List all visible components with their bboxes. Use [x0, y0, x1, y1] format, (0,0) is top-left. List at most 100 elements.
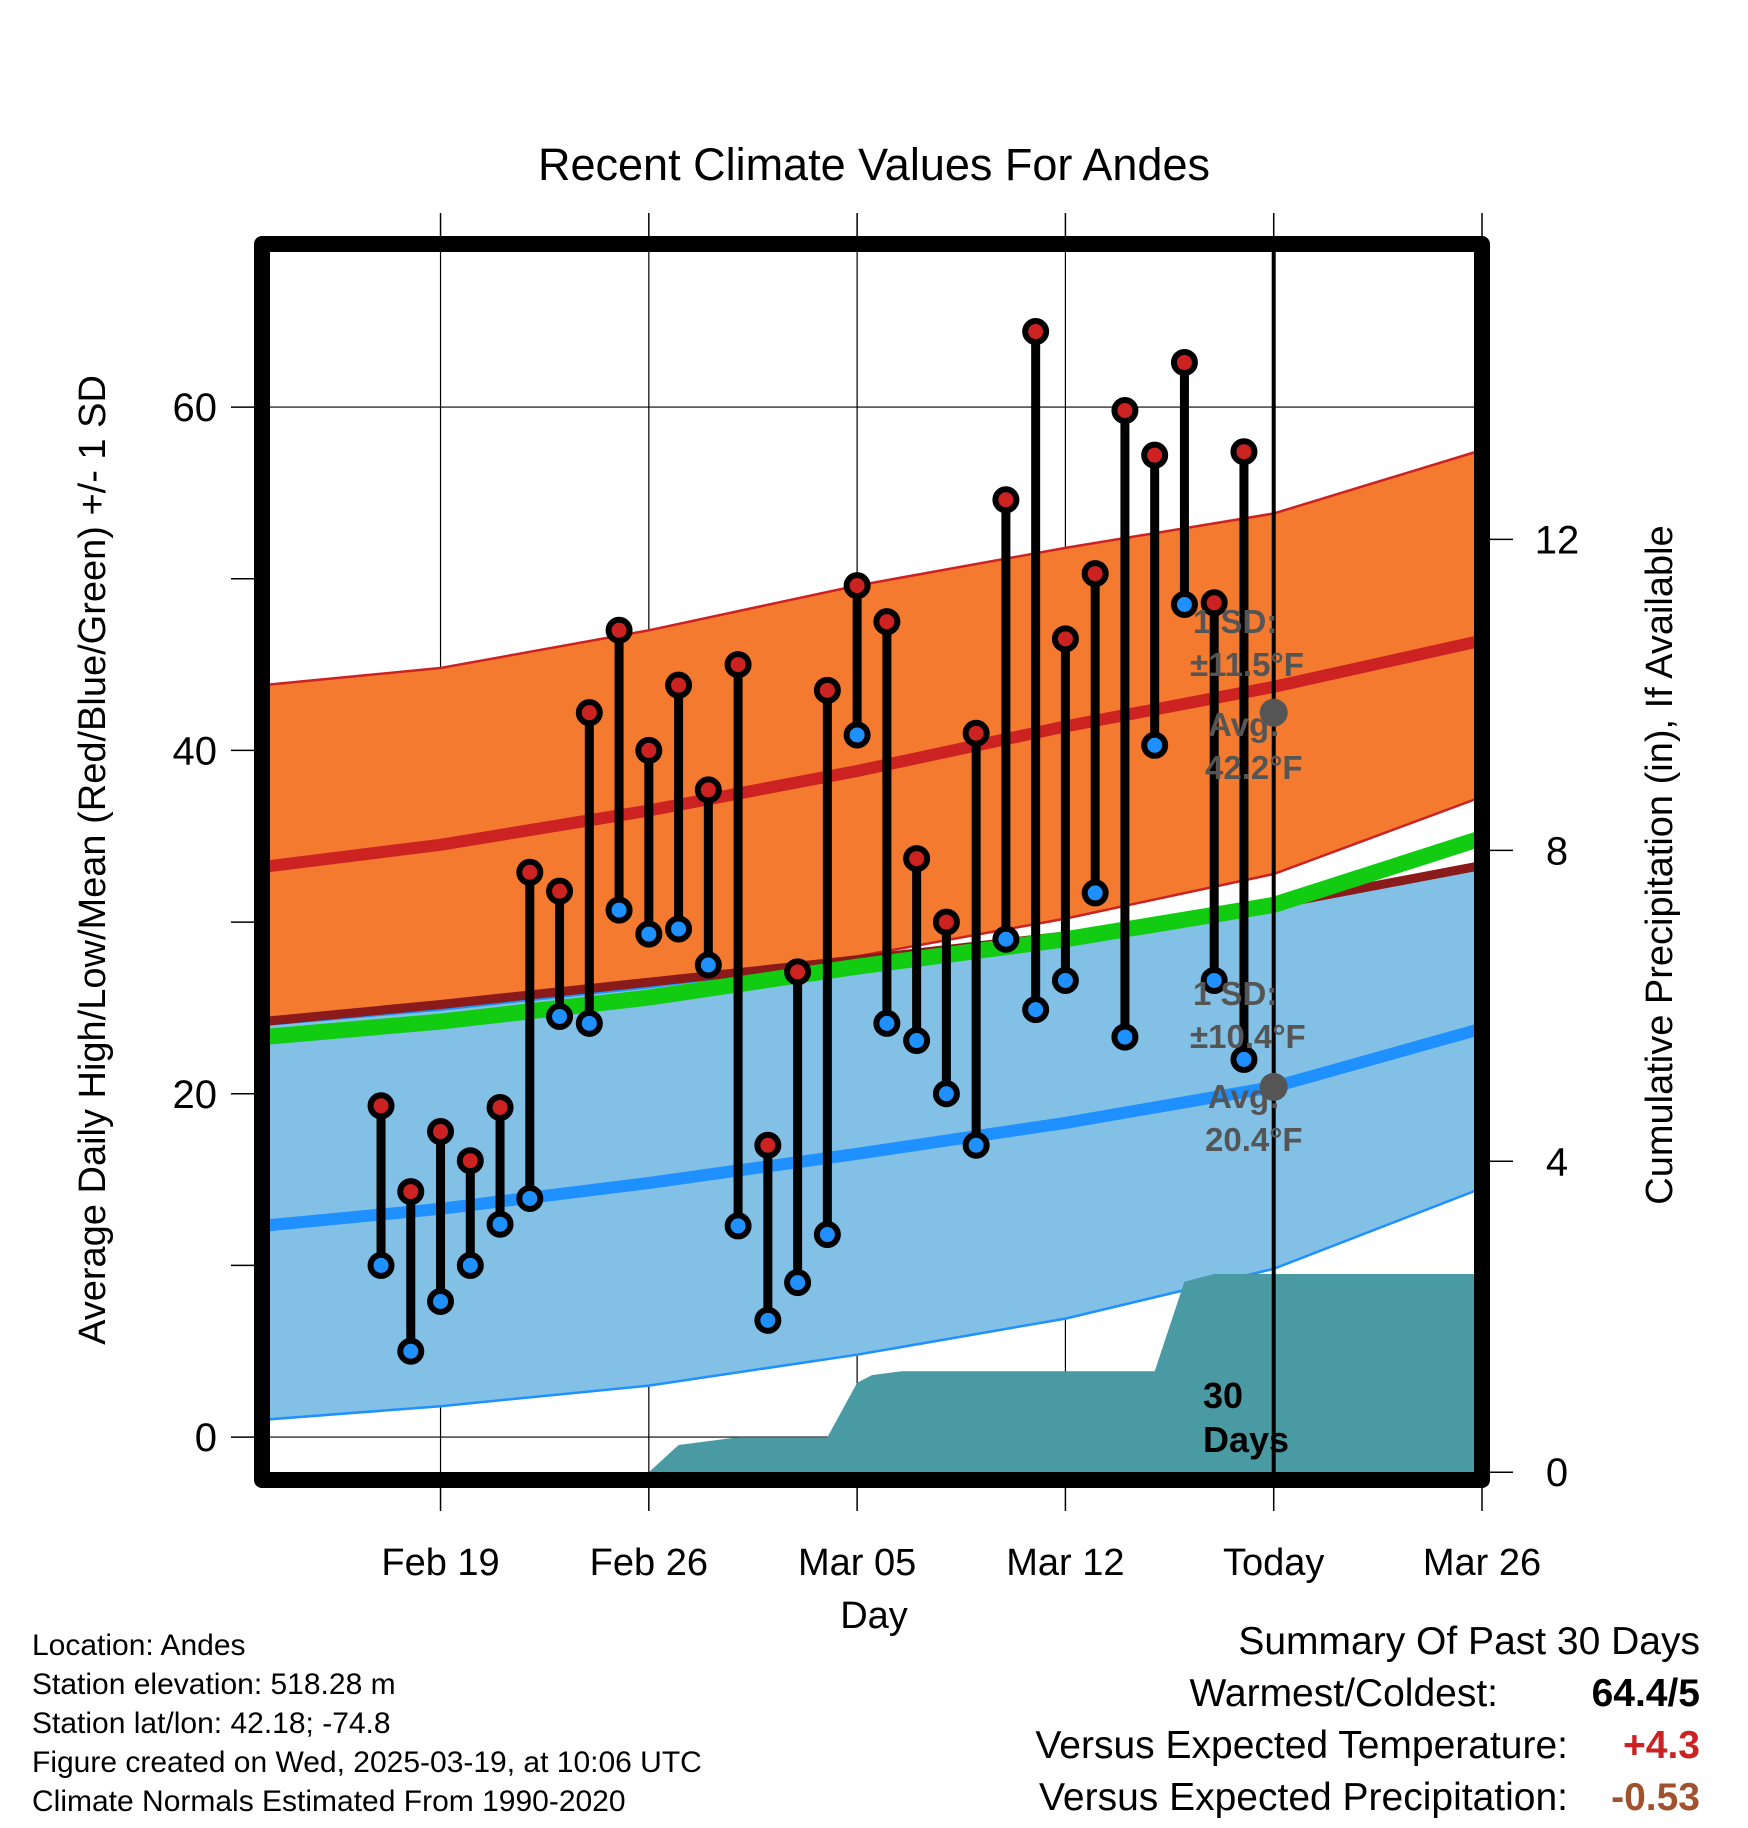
daily-low-point	[813, 1221, 841, 1249]
high-avg-value: 42.2°F	[1205, 749, 1303, 786]
daily-low-point	[932, 1080, 960, 1108]
summary-title: Summary Of Past 30 Days	[1238, 1620, 1700, 1663]
summary-precip-value: -0.53	[1611, 1776, 1700, 1819]
low-sd-value: ±10.4°F	[1190, 1018, 1306, 1055]
daily-low-point	[1022, 996, 1050, 1024]
daily-low-point	[962, 1131, 990, 1159]
summary-warmest-label: Warmest/Coldest:	[1189, 1672, 1498, 1715]
chart-title: Recent Climate Values For Andes	[538, 139, 1210, 190]
daily-low-point	[367, 1251, 395, 1279]
daily-low-point	[1051, 966, 1079, 994]
daily-low-point	[605, 896, 633, 924]
daily-low-point	[1170, 591, 1198, 618]
high-sd-label: 1 SD:	[1193, 603, 1277, 640]
daily-low-point	[546, 1003, 574, 1030]
daily-high-point	[903, 845, 931, 873]
footer-created: Figure created on Wed, 2025-03-19, at 10…	[32, 1746, 702, 1779]
plot-frame	[254, 236, 1490, 1488]
daily-low-point	[397, 1337, 425, 1365]
x-tick-label: Mar 05	[798, 1542, 916, 1584]
daily-high-point	[546, 877, 574, 905]
daily-high-point	[813, 676, 841, 704]
daily-high-point	[1051, 625, 1079, 653]
daily-low-point	[486, 1210, 514, 1238]
low-avg-label: Avg:	[1208, 1078, 1280, 1115]
low-sd-label: 1 SD:	[1193, 975, 1277, 1012]
daily-low-point	[1230, 1045, 1258, 1073]
today-days-label: Days	[1203, 1419, 1289, 1460]
daily-high-point	[486, 1093, 514, 1121]
daily-high-point	[1022, 318, 1050, 346]
daily-high-point	[367, 1092, 395, 1120]
daily-high-point	[843, 572, 871, 600]
high-sd-value: ±11.5°F	[1190, 646, 1304, 683]
y-tick-label: 0	[195, 1416, 217, 1460]
daily-high-point	[932, 908, 960, 936]
summary-temp-label: Versus Expected Temperature:	[1035, 1724, 1568, 1767]
daily-high-point	[427, 1118, 455, 1146]
axes: Feb 19 Feb 26 Mar 05 Mar 12 Today Mar 2602040…	[173, 213, 1579, 1584]
daily-high-point	[1170, 348, 1198, 376]
y-tick-label: 20	[173, 1073, 218, 1117]
x-tick-label: Mar 26	[1423, 1542, 1541, 1584]
daily-high-point	[665, 671, 693, 699]
daily-low-point	[427, 1287, 455, 1315]
daily-high-point	[1141, 441, 1169, 469]
y-tick-label: 60	[173, 386, 218, 430]
daily-high-point	[754, 1131, 782, 1159]
plot-area: 1 SD: ±11.5°F Avg: 42.2°F 1 SD: ±10.4°F Avg: 20…	[260, 244, 1485, 1480]
footer-latlon: Station lat/lon: 42.18; -74.8	[32, 1707, 391, 1740]
daily-high-point	[724, 651, 752, 679]
y2-tick-label: 4	[1546, 1140, 1568, 1184]
daily-low-point	[784, 1269, 812, 1297]
x-tick-label: Feb 26	[590, 1542, 708, 1584]
footer-normals: Climate Normals Estimated From 1990-2020	[32, 1785, 626, 1818]
daily-high-point	[1230, 438, 1258, 466]
footer-location: Location: Andes	[32, 1629, 246, 1662]
x-tick-label: Feb 19	[381, 1542, 499, 1584]
x-tick-label: Mar 12	[1006, 1542, 1124, 1584]
daily-low-point	[694, 951, 722, 979]
daily-low-point	[843, 721, 871, 749]
y2-axis-label: Cumulative Precipitation (in), If Availa…	[1639, 525, 1681, 1204]
summary-precip-label: Versus Expected Precipitation:	[1039, 1776, 1568, 1819]
today-low-avg-marker	[1259, 1072, 1288, 1101]
daily-low-point	[992, 925, 1020, 953]
daily-high-point	[1200, 589, 1228, 617]
today-days-label: 30	[1203, 1375, 1243, 1416]
daily-high-point	[784, 958, 812, 986]
y2-tick-label: 0	[1546, 1451, 1568, 1495]
daily-high-point	[456, 1147, 484, 1175]
daily-high-point	[397, 1178, 425, 1206]
daily-low-point	[1200, 966, 1228, 994]
daily-high-point	[575, 699, 603, 727]
y2-tick-label: 8	[1546, 829, 1568, 873]
daily-high-point	[605, 616, 633, 644]
daily-low-point	[724, 1212, 752, 1240]
low-avg-value: 20.4°F	[1205, 1121, 1303, 1158]
y-axis-label: Average Daily High/Low/Mean (Red/Blue/Gr…	[72, 375, 114, 1345]
footer-elevation: Station elevation: 518.28 m	[32, 1668, 396, 1701]
today-high-avg-marker	[1259, 698, 1288, 727]
daily-high-point	[635, 736, 663, 764]
daily-low-point	[665, 915, 693, 943]
daily-high-point	[992, 486, 1020, 514]
daily-low-point	[516, 1184, 544, 1212]
daily-low-point	[903, 1027, 931, 1055]
summary-temp-value: +4.3	[1623, 1724, 1700, 1767]
daily-high-point	[694, 776, 722, 804]
daily-low-point	[754, 1306, 782, 1334]
daily-low-point	[1081, 879, 1109, 907]
daily-high-point	[516, 858, 544, 886]
daily-high-point	[873, 608, 901, 636]
daily-low-point	[635, 920, 663, 948]
daily-low-point	[873, 1009, 901, 1037]
daily-high-point	[1111, 397, 1139, 425]
daily-low-point	[456, 1251, 484, 1279]
daily-high-point	[1081, 560, 1109, 588]
daily-low-point	[575, 1009, 603, 1037]
high-avg-label: Avg:	[1208, 706, 1280, 743]
y-tick-label: 40	[173, 729, 218, 773]
summary-warmest-value: 64.4/5	[1591, 1672, 1700, 1715]
